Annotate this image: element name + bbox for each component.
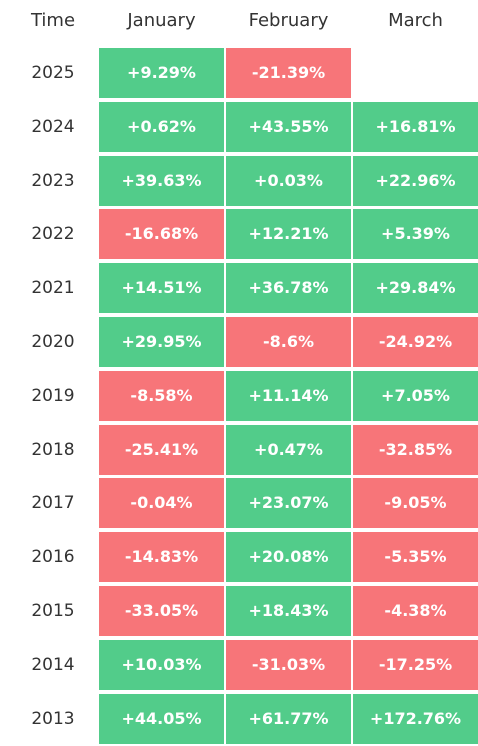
return-cell-february: +0.47% xyxy=(226,424,351,475)
table-row: 2025 +9.29% -21.39% xyxy=(0,48,478,100)
header-time: Time xyxy=(30,10,76,31)
year-label: 2019 xyxy=(31,385,75,406)
return-cell-january: +10.03% xyxy=(99,639,224,690)
return-cell-march: +16.81% xyxy=(353,101,478,152)
return-cell-january: +14.51% xyxy=(99,263,224,314)
year-label: 2015 xyxy=(31,601,75,621)
return-cell-january: +29.95% xyxy=(99,317,224,367)
return-cell-february: +43.55% xyxy=(226,101,351,152)
table-row: 2018 -25.41% +0.47% -32.85% xyxy=(0,424,478,477)
return-cell-january: -14.83% xyxy=(99,532,224,583)
return-cell-february: +36.78% xyxy=(226,263,351,314)
return-cell-february: +23.07% xyxy=(226,478,351,529)
header-january: January xyxy=(127,10,196,31)
table-row: 2019 -8.58% +11.14% +7.05% xyxy=(0,370,478,423)
return-cell-march: -9.05% xyxy=(353,478,478,529)
return-cell-march xyxy=(353,48,478,98)
return-cell-march: +7.05% xyxy=(353,370,478,421)
return-cell-march: +172.76% xyxy=(353,693,478,744)
table-row: 2015 -33.05% +18.43% -4.38% xyxy=(0,586,478,638)
table-row: 2020 +29.95% -8.6% -24.92% xyxy=(0,317,478,369)
return-cell-february: -21.39% xyxy=(226,48,351,98)
table-row: 2014 +10.03% -31.03% -17.25% xyxy=(0,639,478,692)
return-cell-january: -33.05% xyxy=(99,586,224,636)
return-cell-january: +39.63% xyxy=(99,155,224,206)
return-cell-january: +9.29% xyxy=(99,48,224,98)
year-label: 2021 xyxy=(31,278,75,299)
year-label: 2024 xyxy=(31,116,75,137)
year-label: 2017 xyxy=(31,493,75,514)
table-row: 2016 -14.83% +20.08% -5.35% xyxy=(0,532,478,584)
return-cell-march: -17.25% xyxy=(353,639,478,690)
return-cell-february: +20.08% xyxy=(226,532,351,583)
return-cell-february: +18.43% xyxy=(226,586,351,636)
return-cell-january: +0.62% xyxy=(99,101,224,152)
table-row: 2021 +14.51% +36.78% +29.84% xyxy=(0,263,478,315)
header-february: February xyxy=(248,10,329,31)
return-cell-february: +0.03% xyxy=(226,155,351,206)
return-cell-march: -5.35% xyxy=(353,532,478,583)
table-row: 2017 -0.04% +23.07% -9.05% xyxy=(0,478,478,530)
year-label: 2020 xyxy=(31,332,75,352)
table-header: Time January February March xyxy=(0,0,478,44)
table-row: 2013 +44.05% +61.77% +172.76% xyxy=(0,693,478,746)
return-cell-january: -16.68% xyxy=(99,209,224,260)
year-label: 2014 xyxy=(31,654,75,675)
table-row: 2024 +0.62% +43.55% +16.81% xyxy=(0,101,478,154)
year-label: 2025 xyxy=(31,63,75,83)
return-cell-january: +44.05% xyxy=(99,693,224,744)
return-cell-february: +11.14% xyxy=(226,370,351,421)
year-label: 2022 xyxy=(31,224,75,245)
year-label: 2018 xyxy=(31,439,75,460)
return-cell-february: -8.6% xyxy=(226,317,351,367)
return-cell-january: -8.58% xyxy=(99,370,224,421)
return-cell-march: +5.39% xyxy=(353,209,478,260)
table-row: 2023 +39.63% +0.03% +22.96% xyxy=(0,155,478,208)
year-label: 2013 xyxy=(31,708,75,729)
table-row: 2022 -16.68% +12.21% +5.39% xyxy=(0,209,478,261)
return-cell-january: -0.04% xyxy=(99,478,224,529)
return-cell-march: -32.85% xyxy=(353,424,478,475)
return-cell-january: -25.41% xyxy=(99,424,224,475)
return-cell-february: +61.77% xyxy=(226,693,351,744)
year-label: 2023 xyxy=(31,170,75,191)
header-march: March xyxy=(388,10,443,31)
year-label: 2016 xyxy=(31,547,75,568)
return-cell-february: -31.03% xyxy=(226,639,351,690)
return-cell-march: +22.96% xyxy=(353,155,478,206)
return-cell-march: -24.92% xyxy=(353,317,478,367)
return-cell-march: -4.38% xyxy=(353,586,478,636)
return-cell-february: +12.21% xyxy=(226,209,351,260)
return-cell-march: +29.84% xyxy=(353,263,478,314)
